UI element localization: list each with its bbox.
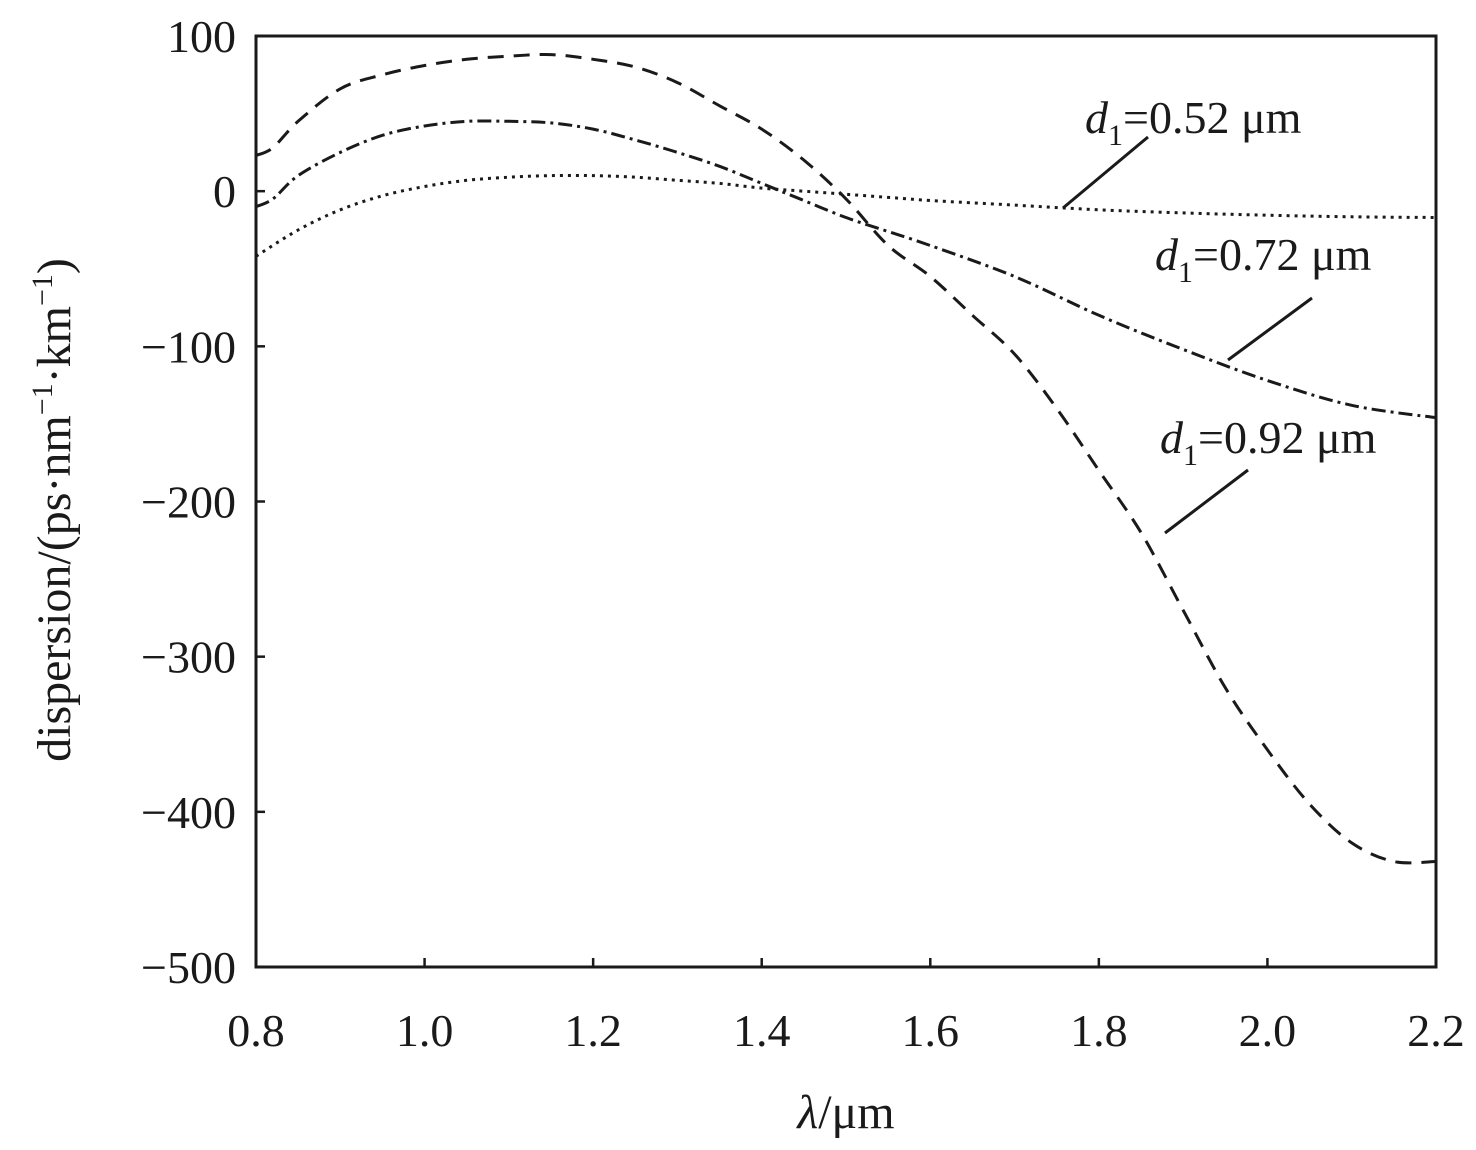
x-axis-ticks: 0.8 1.0 1.2 1.4 1.6 1.8 2.0 2.2: [227, 958, 1465, 1056]
y-tick-label: 0: [213, 166, 236, 217]
x-tick-label: 0.8: [227, 1005, 285, 1056]
y-tick-label: −500: [141, 942, 236, 993]
y-axis-ticks: 100 0 −100 −200 −300 −400 −500: [141, 11, 265, 993]
x-tick-label: 2.0: [1239, 1005, 1297, 1056]
y-tick-label: −300: [141, 632, 236, 683]
series-label-1: d1=0.52 μm: [1085, 92, 1302, 152]
x-tick-label: 1.0: [396, 1005, 454, 1056]
series-label-3: d1=0.92 μm: [1160, 412, 1377, 472]
y-tick-label: 100: [167, 11, 236, 62]
y-tick-label: −400: [141, 787, 236, 838]
series-label-2: d1=0.72 μm: [1155, 229, 1372, 289]
series-line-1: [255, 173, 1437, 258]
curve-labels: d1=0.52 μm d1=0.72 μm d1=0.92 μm: [1062, 92, 1377, 535]
x-axis-label: λ/μm: [795, 1086, 894, 1139]
label-leader-line: [1062, 135, 1149, 210]
series-layer: [255, 52, 1437, 865]
x-tick-label: 1.6: [902, 1005, 960, 1056]
x-tick-label: 1.4: [733, 1005, 791, 1056]
x-tick-label: 1.2: [564, 1005, 622, 1056]
x-tick-label: 2.2: [1407, 1005, 1465, 1056]
y-axis-label: dispersion/(ps·nm−1·km−1): [26, 258, 81, 762]
plot-frame: [254, 34, 1438, 969]
y-tick-label: −100: [141, 321, 236, 372]
label-leader-line: [1227, 296, 1313, 362]
y-tick-label: −200: [141, 477, 236, 528]
x-tick-label: 1.8: [1070, 1005, 1128, 1056]
series-line-3: [255, 52, 1437, 865]
label-leader-line: [1164, 468, 1249, 535]
series-line-2: [255, 119, 1437, 420]
